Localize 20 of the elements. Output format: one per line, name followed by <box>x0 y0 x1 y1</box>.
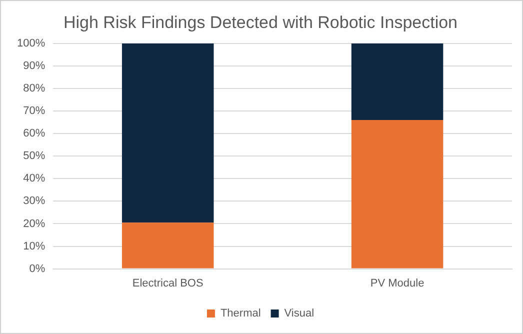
legend-label: Thermal <box>220 308 261 320</box>
y-tick-label: 40% <box>23 172 46 185</box>
y-tick-label: 20% <box>23 218 46 230</box>
y-tick-label: 90% <box>23 60 46 72</box>
x-tick-label: PV Module <box>370 277 424 290</box>
legend-label: Visual <box>284 308 314 320</box>
y-tick-label: 70% <box>23 105 46 118</box>
chart-title: High Risk Findings Detected with Robotic Inspection <box>63 12 458 32</box>
y-tick-label: 50% <box>23 150 46 162</box>
y-tick-label: 60% <box>23 128 46 140</box>
y-tick-label: 0% <box>29 262 46 275</box>
bar <box>122 222 214 268</box>
bar <box>122 43 214 223</box>
x-tick-label: Electrical BOS <box>132 277 204 290</box>
bar <box>351 43 444 120</box>
y-tick-label: 100% <box>16 37 46 50</box>
y-tick-label: 30% <box>23 195 46 208</box>
y-tick-label: 80% <box>23 82 46 95</box>
y-tick-label: 10% <box>23 240 46 252</box>
bar <box>351 120 444 268</box>
